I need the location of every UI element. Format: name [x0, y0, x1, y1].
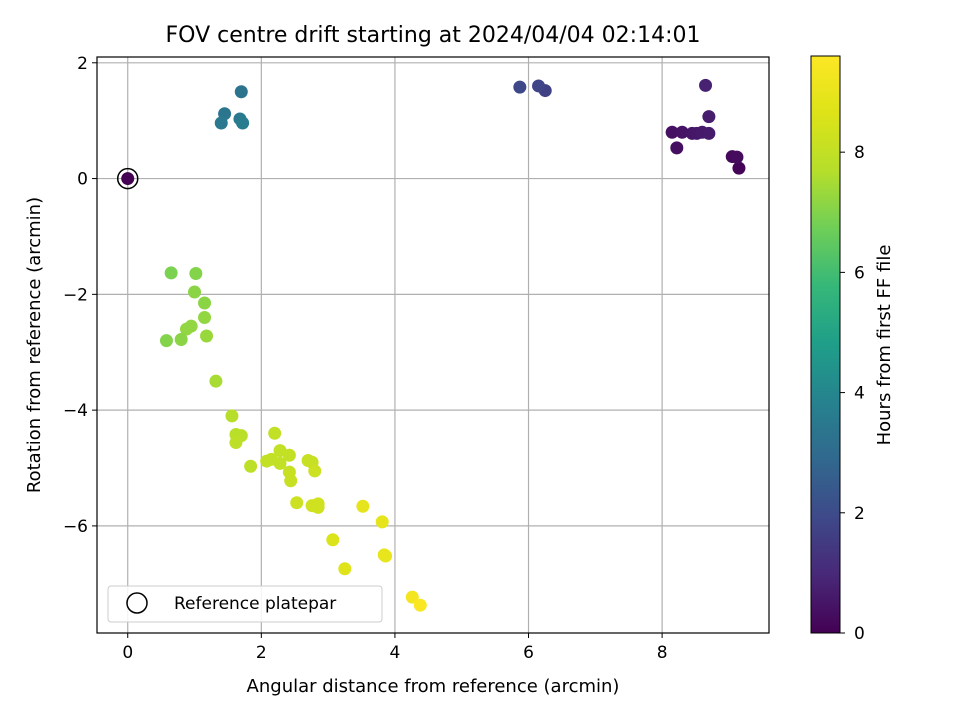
- data-point: [732, 161, 746, 175]
- x-tick-label: 8: [657, 643, 668, 663]
- legend-marker-icon: [126, 592, 148, 614]
- data-point: [375, 515, 389, 529]
- chart-title: FOV centre drift starting at 2024/04/04 …: [166, 23, 701, 48]
- data-point: [413, 598, 427, 612]
- data-point: [189, 267, 203, 281]
- legend-box: [107, 585, 383, 623]
- data-point: [282, 448, 296, 462]
- colorbar-tick-label: 4: [854, 384, 865, 404]
- data-point: [675, 125, 689, 139]
- colorbar-gradient: [810, 55, 841, 634]
- data-point: [244, 459, 258, 473]
- data-point: [665, 125, 679, 139]
- data-point: [236, 116, 250, 130]
- data-point: [260, 454, 274, 468]
- colorbar-ticks: 0 2 4 6 8: [840, 143, 865, 644]
- x-axis-label: Angular distance from reference (arcmin): [247, 676, 620, 697]
- x-tick-label: 4: [390, 643, 401, 663]
- colorbar-tick-label: 2: [854, 504, 865, 524]
- data-point: [174, 333, 188, 347]
- data-point: [198, 296, 212, 310]
- colorbar-tick-label: 8: [854, 143, 865, 163]
- data-point: [702, 126, 716, 140]
- data-point: [164, 266, 178, 280]
- data-point: [188, 285, 202, 299]
- colorbar-tick-label: 6: [854, 263, 865, 283]
- plot-frame: [96, 56, 770, 634]
- reference-platepar-marker: [116, 167, 139, 190]
- x-tick-label: 6: [523, 643, 534, 663]
- y-tick-label: −2: [63, 285, 88, 305]
- data-point: [379, 549, 393, 563]
- y-axis-ticks: −6 −4 −2 0 2: [63, 54, 97, 537]
- data-point: [308, 464, 322, 478]
- data-point: [121, 172, 135, 186]
- data-point: [405, 590, 419, 604]
- data-point: [702, 110, 716, 124]
- data-point: [730, 150, 744, 164]
- data-point: [159, 334, 173, 348]
- y-tick-label: −4: [63, 401, 88, 421]
- x-tick-label: 0: [122, 643, 133, 663]
- data-point: [311, 500, 325, 514]
- data-point: [234, 85, 248, 99]
- colorbar-label: Hours from first FF file: [874, 245, 895, 446]
- data-point: [699, 78, 713, 92]
- data-point: [273, 456, 287, 470]
- data-point: [198, 311, 212, 325]
- data-point: [214, 116, 228, 130]
- legend-label: Reference platepar: [174, 594, 336, 614]
- data-point: [284, 474, 298, 488]
- grid: [97, 57, 769, 633]
- colorbar: 0 2 4 6 8 Hours from first FF file: [810, 55, 895, 644]
- data-point: [268, 426, 282, 440]
- y-tick-label: −6: [63, 517, 88, 537]
- data-point: [200, 329, 214, 343]
- legend: Reference platepar: [107, 585, 383, 623]
- data-point: [338, 562, 352, 576]
- y-axis-label: Rotation from reference (arcmin): [24, 197, 45, 493]
- data-point: [356, 499, 370, 513]
- reference-marker: [116, 167, 139, 190]
- data-point: [670, 141, 684, 155]
- data-point: [532, 79, 546, 93]
- y-tick-label: 0: [77, 170, 88, 190]
- x-axis-ticks: 0 2 4 6 8: [122, 633, 668, 663]
- data-point: [209, 374, 223, 388]
- data-point: [290, 496, 304, 510]
- data-point: [180, 322, 194, 336]
- colorbar-tick-label: 0: [854, 624, 865, 644]
- data-point: [326, 533, 340, 547]
- data-point: [225, 409, 239, 423]
- data-point: [513, 80, 527, 94]
- scatter-points: [121, 78, 746, 612]
- y-tick-label: 2: [77, 54, 88, 74]
- x-tick-label: 2: [256, 643, 267, 663]
- data-point: [229, 436, 243, 450]
